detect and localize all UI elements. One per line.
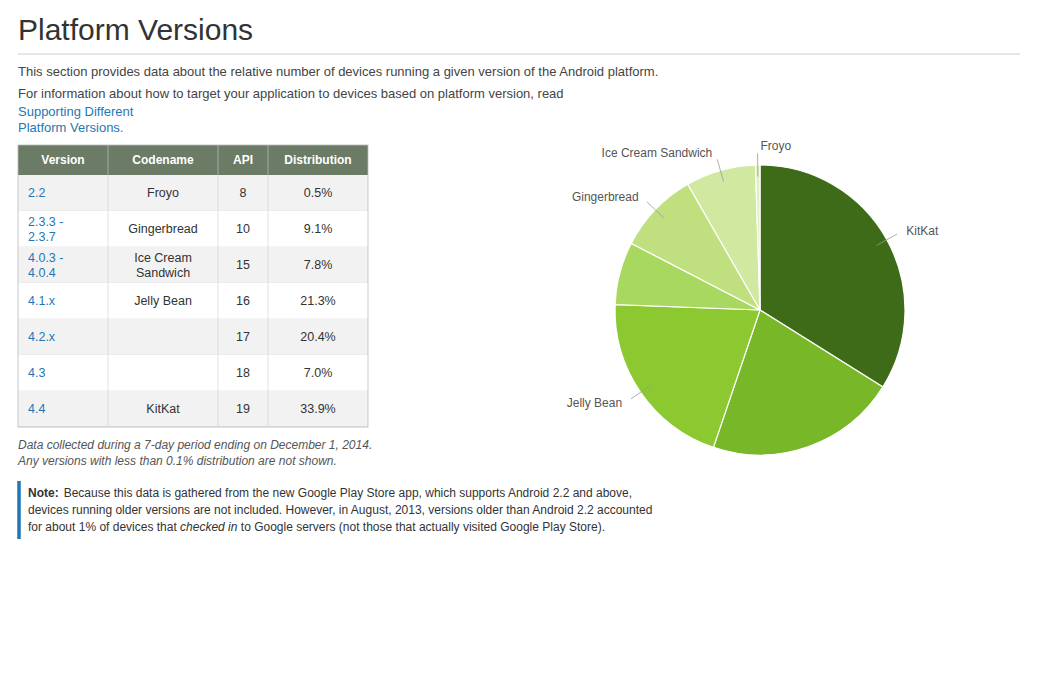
table-cell: 17: [236, 330, 250, 344]
note-text: Because this data is gathered from the n…: [64, 486, 632, 500]
table-header: Codename: [132, 153, 194, 167]
table-cell: 7.0%: [304, 366, 333, 380]
note-line: Note: Because this data is gathered from …: [28, 486, 632, 500]
leader-line: [717, 159, 723, 181]
pie: [615, 165, 905, 455]
table-row-bg: [18, 391, 368, 427]
pie-label: Gingerbread: [572, 190, 639, 204]
table: Version Codename API Distribution 2.2 Froyo 8 0…: [18, 145, 368, 427]
pie-label: Jelly Bean: [567, 396, 622, 410]
table-cell: 4.1.x: [28, 294, 56, 308]
table-row-bg: [18, 175, 368, 211]
footnote: Data collected during a 7-day period end…: [18, 438, 372, 452]
table-column-divider: [108, 145, 109, 427]
table-cell: Froyo: [147, 186, 179, 200]
table-cell: 33.9%: [300, 402, 335, 416]
table-row-bg: [18, 355, 368, 391]
table-header-bg: [18, 145, 368, 175]
table-cell: 4.4: [28, 402, 45, 416]
pie-slice: [688, 165, 760, 310]
table-cell: Gingerbread: [128, 222, 198, 236]
pie-labels: KitKat Jelly Bean Gingerbread Ice Cream San…: [567, 139, 939, 410]
note-text: for about 1% of devices that: [28, 520, 180, 534]
note-line: devices running older versions are not i…: [28, 503, 652, 517]
table-cell: KitKat: [146, 402, 180, 416]
note-text: to Google servers (not those that actual…: [237, 520, 605, 534]
leader-line: [631, 386, 650, 399]
table-cell: 9.1%: [304, 222, 333, 236]
table-cell: 4.2.x: [28, 330, 56, 344]
table-cell: 19: [236, 402, 250, 416]
table-cell: 20.4%: [300, 330, 335, 344]
table-border: [18, 145, 368, 427]
table-cell: 18: [236, 366, 250, 380]
chart: Platform Versions This section provides d…: [0, 0, 1038, 677]
table-row-bg: [18, 283, 368, 319]
leader-line: [877, 234, 897, 245]
table-cell: Ice CreamSandwich: [134, 251, 192, 280]
table-row-bg: [18, 211, 368, 247]
table-header: Version: [41, 153, 84, 167]
table-cell: 21.3%: [300, 294, 335, 308]
table-cell: 4.0.3 -4.0.4: [28, 251, 63, 280]
table-cell: 2.3.3 -2.3.7: [28, 215, 63, 244]
table-cell: 2.2: [28, 186, 45, 200]
subtitle: This section provides data about the rel…: [18, 64, 658, 79]
subtitle: For information about how to target your…: [18, 86, 564, 101]
note-text: devices running older versions are not i…: [28, 503, 652, 517]
table-header: Distribution: [284, 153, 351, 167]
pie-label: Ice Cream Sandwich: [602, 146, 713, 160]
table-cell: 0.5%: [304, 186, 333, 200]
link: Supporting DifferentPlatform Versions.: [18, 104, 134, 135]
table-cell: 16: [236, 294, 250, 308]
table-row-bg: [18, 247, 368, 283]
leader-line: [647, 202, 664, 218]
table-column-divider: [268, 145, 269, 427]
pie-slice: [615, 305, 760, 448]
title: Platform Versions: [18, 13, 253, 46]
title-rule: [18, 54, 1020, 55]
pie-slice: [755, 165, 760, 310]
table-header: API: [233, 153, 253, 167]
note-line: for about 1% of devices that checked in …: [28, 520, 605, 534]
pie-label: KitKat: [906, 224, 939, 238]
table-column-divider: [218, 145, 219, 427]
note-border: [17, 481, 21, 539]
footnote: Any versions with less than 0.1% distrib…: [17, 454, 337, 468]
table-cell: 4.3: [28, 366, 45, 380]
note-text: checked in: [180, 520, 238, 534]
table-cell: 15: [236, 258, 250, 272]
leader-line: [757, 153, 758, 176]
table-row-bg: [18, 319, 368, 355]
pie-label: Froyo: [760, 139, 791, 153]
table-cell: 10: [236, 222, 250, 236]
table-cell: 7.8%: [304, 258, 333, 272]
table-cell: Jelly Bean: [134, 294, 192, 308]
table-cell: 8: [240, 186, 247, 200]
note-text: Note:: [28, 486, 59, 500]
